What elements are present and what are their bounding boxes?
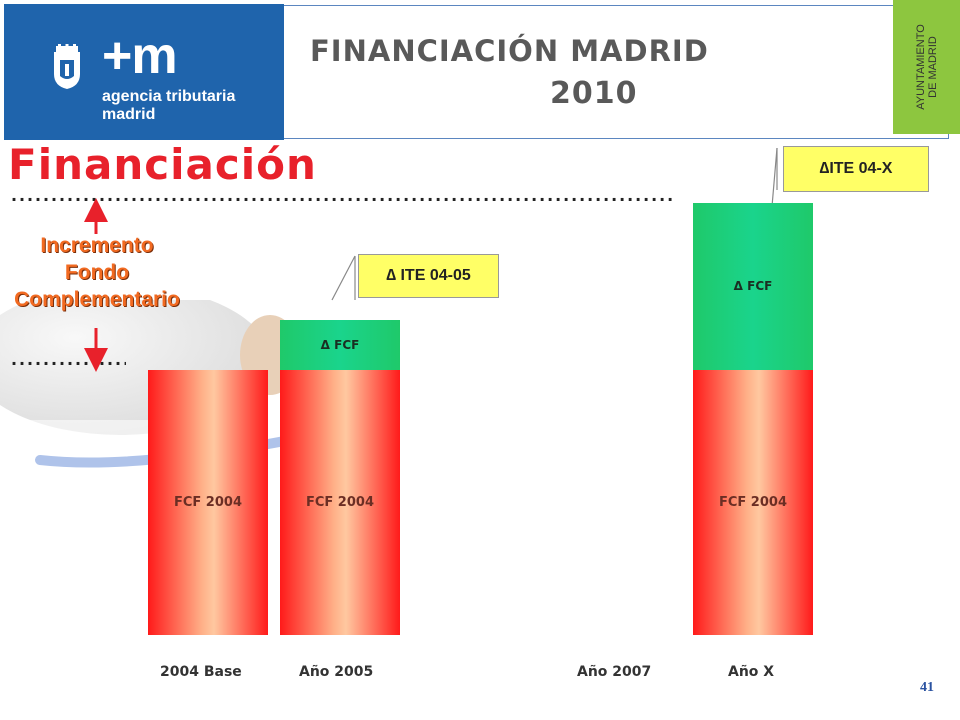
bar-label-delta-fcf: Δ FCF (733, 279, 773, 293)
brand-subtitle: agencia tributaria madrid (102, 88, 236, 123)
increment-line3: Complementario (14, 288, 180, 311)
increment-line1: Incremento (40, 234, 154, 257)
ayuntamiento-tab: AYUNTAMIENTO DE MADRID (893, 0, 960, 134)
bar-2005-delta: Δ FCF (280, 320, 400, 370)
madrid-crest-icon (54, 44, 80, 89)
callout-ite-04-05: ∆ ITE 04-05 (358, 254, 499, 298)
brand-panel: +m agencia tributaria madrid (4, 4, 284, 140)
upper-dotted-line: ........................................… (8, 188, 674, 206)
lower-dotted-line: .................... (8, 352, 126, 370)
x-label-2004-base: 2004 Base (160, 664, 242, 680)
bar-label-fcf-2004: FCF 2004 (173, 495, 242, 510)
callout-ite-04-x: ∆ITE 04-X (783, 146, 929, 192)
callout-connector-2005 (331, 255, 356, 301)
bar-2005-fcf: FCF 2004 (280, 370, 400, 635)
ayuntamiento-line2: DE MADRID (926, 36, 939, 98)
bar-label-delta-fcf: Δ FCF (320, 338, 360, 352)
slide-heading: Financiación (8, 140, 317, 189)
increment-label: Incremento Fondo Complementario (8, 232, 186, 313)
x-label-2005: Año 2005 (299, 664, 374, 680)
ayuntamiento-line1: AYUNTAMIENTO (914, 24, 927, 110)
page-number: 41 (920, 680, 934, 695)
bar-x-fcf: FCF 2004 (693, 370, 813, 635)
bar-2004-base-fcf: FCF 2004 (148, 370, 268, 635)
bar-label-fcf-2004: FCF 2004 (718, 495, 787, 510)
x-label-x: Año X (728, 664, 775, 680)
page-title: FINANCIACIÓN MADRID (310, 34, 709, 68)
increment-line2: Fondo (64, 261, 130, 284)
bar-x-delta: Δ FCF (693, 203, 813, 370)
x-label-2007: Año 2007 (577, 664, 652, 680)
page-year: 2010 (550, 76, 638, 111)
header-frame (284, 5, 949, 139)
brand-logo: +m (102, 27, 178, 85)
bar-label-fcf-2004: FCF 2004 (305, 495, 374, 510)
